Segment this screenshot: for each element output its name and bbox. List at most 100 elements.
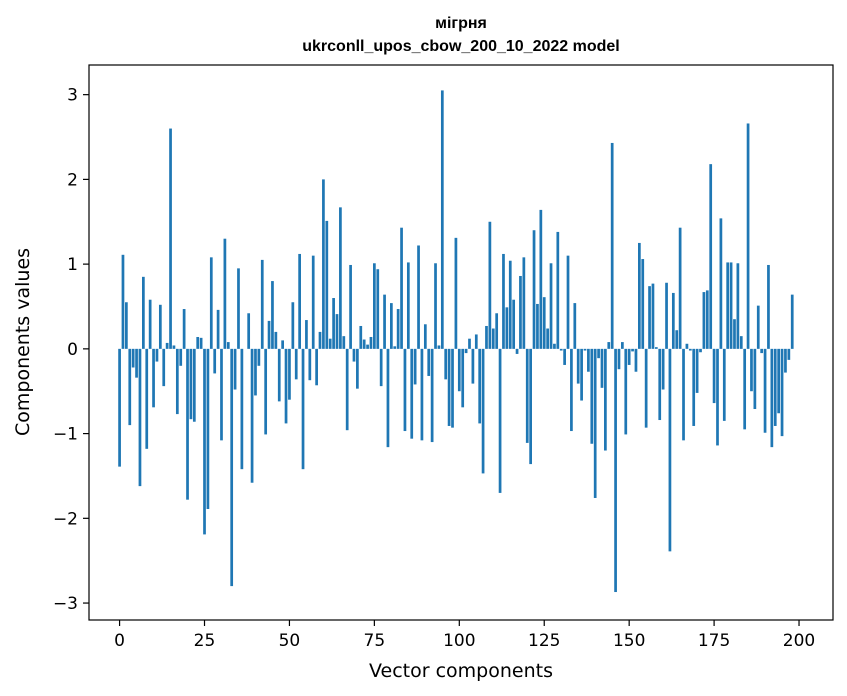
bar-43 — [264, 348, 268, 435]
bar-54 — [301, 348, 305, 470]
bar-87 — [413, 348, 417, 385]
bar-2 — [125, 302, 128, 349]
plot-frame — [88, 64, 834, 621]
bar-79 — [386, 348, 390, 448]
bar-181 — [733, 319, 736, 349]
bar-16 — [172, 345, 176, 349]
bar-113 — [502, 253, 505, 349]
chart-title: мігрня — [435, 15, 487, 32]
bar-57 — [311, 255, 315, 349]
bar-78 — [383, 294, 386, 349]
bar-86 — [410, 348, 414, 439]
bar-103 — [468, 338, 471, 349]
x-tick-label: 150 — [613, 631, 645, 651]
bar-101 — [461, 348, 465, 408]
bar-15 — [169, 128, 172, 349]
bar-161 — [665, 282, 668, 349]
bar-150 — [627, 348, 631, 365]
bar-124 — [539, 209, 543, 349]
bar-36 — [240, 348, 244, 470]
bar-132 — [566, 255, 570, 349]
bar-109 — [488, 221, 492, 349]
y-tick-label: −1 — [53, 425, 78, 445]
bar-63 — [332, 298, 335, 349]
x-axis-ticks: 0 25 50 75 100 125 150 175 200 — [114, 620, 815, 651]
bar-32 — [226, 342, 230, 349]
x-tick-label: 200 — [783, 631, 815, 651]
bar-11 — [155, 348, 159, 362]
bar-157 — [651, 283, 655, 349]
bar-series — [118, 90, 794, 593]
bar-18 — [179, 348, 183, 366]
bar-192 — [770, 348, 774, 448]
bar-26 — [206, 348, 210, 509]
bar-179 — [726, 262, 730, 349]
bar-58 — [315, 348, 318, 386]
bar-14 — [165, 342, 169, 349]
bar-129 — [556, 231, 560, 349]
bar-67 — [345, 348, 349, 431]
bar-95 — [440, 90, 444, 349]
bar-40 — [254, 348, 257, 396]
bar-46 — [274, 331, 278, 349]
bar-91 — [427, 348, 431, 376]
y-axis-ticks: −3 −2 −1 0 1 2 3 — [53, 86, 89, 614]
bar-121 — [529, 348, 532, 465]
bar-196 — [784, 348, 787, 373]
x-tick-label: 125 — [528, 631, 560, 651]
bar-139 — [590, 348, 594, 444]
bar-115 — [508, 260, 512, 349]
bar-55 — [305, 320, 308, 349]
bar-107 — [481, 348, 485, 474]
bar-69 — [352, 348, 356, 362]
bar-80 — [390, 303, 393, 349]
bar-96 — [444, 348, 448, 380]
bar-184 — [743, 348, 747, 430]
bar-76 — [376, 269, 380, 349]
bar-176 — [716, 348, 719, 446]
bar-82 — [396, 309, 400, 349]
y-tick-label: 0 — [67, 340, 78, 360]
bar-85 — [406, 262, 410, 349]
bar-66 — [342, 336, 346, 349]
bar-56 — [308, 348, 312, 381]
bar-191 — [767, 264, 770, 349]
bar-34 — [233, 348, 237, 390]
x-tick-label: 175 — [698, 631, 730, 651]
bar-185 — [746, 123, 750, 349]
bar-123 — [536, 303, 539, 349]
bar-1 — [121, 254, 125, 349]
bar-169 — [692, 348, 696, 426]
bar-136 — [580, 348, 583, 401]
bar-13 — [162, 348, 166, 387]
bar-152 — [634, 348, 638, 372]
bar-41 — [257, 348, 261, 366]
bar-175 — [712, 348, 716, 404]
bar-100 — [457, 348, 461, 392]
bar-177 — [719, 218, 723, 349]
bar-137 — [583, 348, 587, 351]
bar-83 — [400, 227, 403, 349]
bar-154 — [641, 259, 645, 349]
bar-35 — [237, 268, 240, 349]
y-axis-label: Components values — [12, 248, 34, 436]
bar-106 — [478, 348, 482, 424]
bar-62 — [328, 338, 332, 349]
bar-188 — [756, 305, 760, 349]
bar-173 — [705, 290, 709, 349]
bar-144 — [607, 342, 611, 349]
bar-64 — [335, 314, 339, 349]
bar-167 — [685, 343, 689, 349]
bar-118 — [519, 275, 522, 349]
bar-51 — [291, 302, 295, 349]
bar-110 — [491, 328, 495, 349]
bar-171 — [699, 348, 702, 353]
bar-120 — [525, 348, 529, 443]
bar-142 — [600, 348, 604, 388]
bar-159 — [658, 348, 662, 421]
bar-198 — [790, 294, 794, 349]
bar-116 — [512, 299, 516, 349]
bar-74 — [369, 336, 373, 349]
bar-143 — [604, 348, 607, 451]
